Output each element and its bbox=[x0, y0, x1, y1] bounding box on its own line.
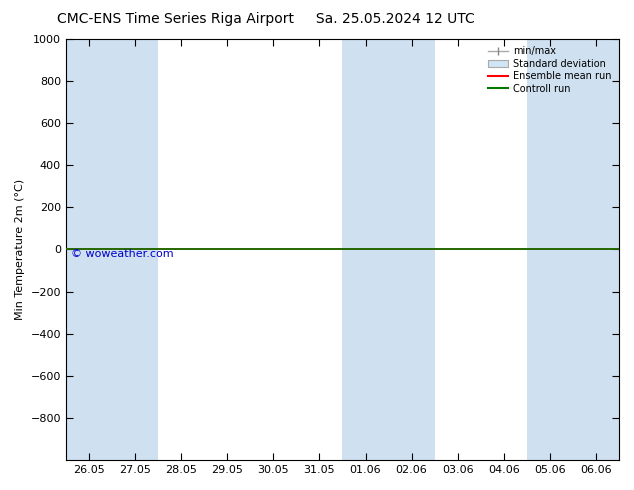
Bar bbox=[342, 39, 389, 460]
Bar bbox=[573, 39, 619, 460]
Y-axis label: Min Temperature 2m (°C): Min Temperature 2m (°C) bbox=[15, 179, 25, 320]
Bar bbox=[112, 39, 158, 460]
Bar bbox=[527, 39, 573, 460]
Bar bbox=[389, 39, 435, 460]
Legend: min/max, Standard deviation, Ensemble mean run, Controll run: min/max, Standard deviation, Ensemble me… bbox=[486, 44, 614, 97]
Bar bbox=[66, 39, 112, 460]
Text: © woweather.com: © woweather.com bbox=[72, 248, 174, 259]
Text: CMC-ENS Time Series Riga Airport     Sa. 25.05.2024 12 UTC: CMC-ENS Time Series Riga Airport Sa. 25.… bbox=[58, 12, 475, 26]
